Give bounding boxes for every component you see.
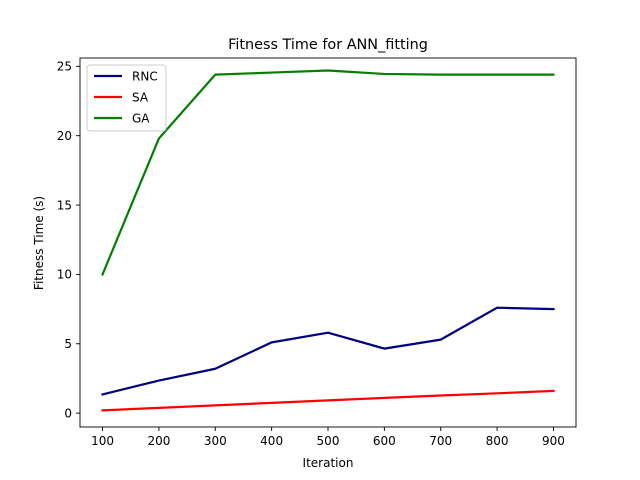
x-axis-label: Iteration [303, 456, 354, 470]
x-tick-label: 100 [91, 434, 114, 448]
legend-label-ga: GA [132, 111, 150, 125]
y-tick-label: 0 [64, 406, 72, 420]
x-tick-label: 600 [373, 434, 396, 448]
y-axis-label: Fitness Time (s) [32, 196, 46, 290]
series-line-sa [101, 389, 555, 412]
y-tick-label: 20 [57, 129, 72, 143]
plot-area: 100 200 300 400 500 600 700 800 900 0 5 10 15 20 25 [57, 57, 577, 448]
x-tick-label: 200 [147, 434, 170, 448]
series-line-ga [101, 69, 555, 276]
legend-box [86, 64, 167, 132]
x-tick-label: 400 [260, 434, 283, 448]
legend: RNC SA GA [86, 64, 167, 132]
x-tick-label: 900 [542, 434, 565, 448]
y-tick-label: 15 [57, 198, 72, 212]
y-tick-label: 5 [64, 337, 72, 351]
legend-label-sa: SA [132, 90, 149, 104]
x-tick-label: 500 [317, 434, 340, 448]
y-tick-label: 10 [57, 268, 72, 282]
x-tick-label: 800 [486, 434, 509, 448]
legend-label-rnc: RNC [132, 69, 158, 83]
x-tick-label: 300 [204, 434, 227, 448]
series-line-rnc [101, 306, 555, 396]
chart-title: Fitness Time for ANN_fitting [228, 37, 428, 53]
y-tick-label: 25 [57, 60, 72, 74]
x-tick-label: 700 [429, 434, 452, 448]
